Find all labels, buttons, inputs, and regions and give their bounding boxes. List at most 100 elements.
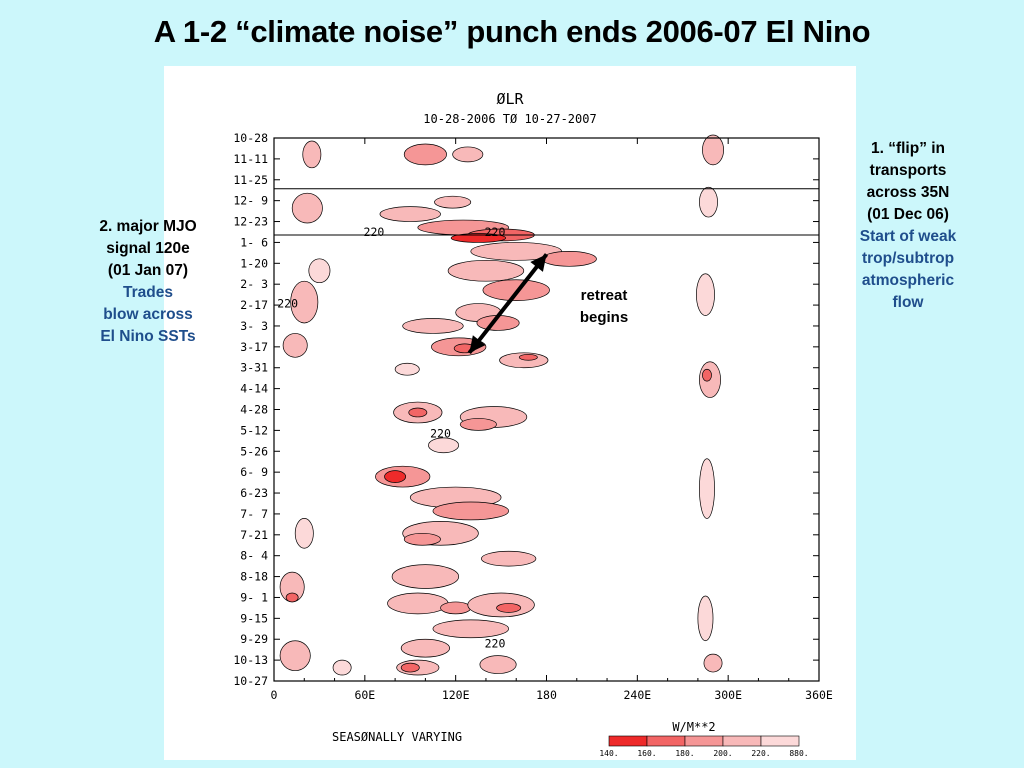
y-tick-label-4: 12-23 [233,215,268,229]
olr-blob-1 [291,192,323,224]
olr-blob-5 [379,206,441,222]
callout-mjo-line-3: (01 Jan 07) [107,262,189,279]
olr-blob-58 [703,653,723,673]
callout-flip-line-8: flow [892,294,924,311]
olr-blob-50 [332,659,352,676]
y-tick-label-5: 1- 6 [240,235,268,249]
olr-blob-27 [459,418,497,431]
y-tick-label-3: 12- 9 [233,194,268,208]
axis-ticks: 10-28 11-11 11-25 12- 9 12-23 1- 6 1-20 2- 3 2-1… [233,131,833,702]
legend-label-3: 200. [713,749,732,758]
chart-frame [273,137,820,682]
olr-blob-44 [400,662,420,673]
y-tick-label-7: 2- 3 [240,277,268,291]
chart-title: ØLR [496,90,524,108]
retreat-note-line-1: retreat [580,287,628,304]
olr-blob-4 [434,195,472,209]
y-tick-label-1: 11-11 [233,152,268,166]
olr-blob-37 [387,592,449,615]
y-tick-label-2: 11-25 [233,173,268,187]
seasonally-varying-label: SEASØNALLY VARYING [332,730,462,744]
retreat-note: retreat begins [566,285,642,329]
olr-blob-8 [450,233,506,243]
olr-chart: 10-28 11-11 11-25 12- 9 12-23 1- 6 1-20 2- 3 2-1… [233,90,833,758]
legend-swatch-1 [646,735,686,747]
y-tick-label-14: 5-12 [240,423,268,437]
legend-label-1: 160. [637,749,656,758]
y-tick-label-19: 7-21 [240,528,268,542]
olr-blob-45 [479,655,517,674]
legend-label-4: 220. [751,749,770,758]
olr-blob-53 [696,273,715,316]
x-tick-label-5: 300E [714,688,742,702]
retreat-arrow-shaft [467,253,549,355]
retreat-arrow-head [469,335,486,353]
retreat-arrow-tail-head [530,254,547,272]
callout-flip-line-6: trop/subtrop [861,250,955,267]
callout-mjo-line-5: blow across [103,306,193,323]
legend: W/M**2 140. 160. 180. 200. 220. 880. [599,720,808,758]
callout-mjo-line-1: 2. major MJO [99,218,197,235]
olr-blob-22 [308,258,331,284]
y-tick-label-8: 2-17 [240,298,268,312]
olr-blob-36 [391,564,460,589]
y-tick-label-20: 8- 4 [240,549,268,563]
callout-mjo-line-2: signal 120e [106,240,190,257]
y-tick-label-0: 10-28 [233,131,268,145]
y-tick-label-17: 6-23 [240,486,268,500]
olr-blob-42 [400,638,450,658]
x-tick-label-1: 60E [354,688,375,702]
olr-blob-23 [394,362,420,376]
x-tick-label-4: 240E [623,688,651,702]
y-tick-label-12: 4-14 [240,382,268,396]
annotations [467,253,549,355]
y-tick-label-6: 1-20 [240,256,268,270]
olr-blob-41 [432,619,510,639]
y-tick-label-23: 9-15 [240,611,268,625]
olr-blob-25 [408,407,428,418]
olr-blob-38 [440,601,472,615]
y-tick-label-22: 9- 1 [240,590,268,604]
y-tick-label-10: 3-17 [240,340,268,354]
olr-blob-57 [697,595,714,642]
y-tick-label-18: 7- 7 [240,507,268,521]
retreat-note-line-2: begins [579,309,629,326]
y-tick-label-9: 3- 3 [240,319,268,333]
contour-label-0: 220 [364,225,385,239]
x-tick-label-2: 120E [442,688,470,702]
legend-end-label: 880. [789,749,808,758]
callout-flip-line-1: 1. “flip” in [870,140,946,157]
callout-flip-line-4: (01 Dec 06) [867,206,949,223]
contour-label-4: 220 [485,637,506,651]
callout-mjo-line-4: Trades [123,284,173,301]
y-tick-label-13: 4-28 [240,403,268,417]
olr-blob-34 [403,532,441,546]
olr-blob-3 [452,146,484,163]
olr-blob-0 [302,140,322,169]
callout-mjo: 2. major MJO signal 120e (01 Jan 07) Tra… [78,216,218,348]
x-tick-label-0: 0 [271,688,278,702]
y-tick-label-15: 5-26 [240,444,268,458]
olr-blob-55 [702,368,712,382]
olr-blob-56 [699,458,715,519]
olr-anomaly-layer [279,134,724,676]
olr-blob-28 [428,437,460,454]
olr-blob-49 [279,640,311,671]
contour-labels: 220 220 220 220 220 [277,225,505,651]
olr-blob-2 [403,143,447,166]
legend-swatch-4 [760,735,800,747]
y-tick-label-26: 10-27 [233,674,268,688]
contour-label-3: 220 [430,426,451,440]
olr-blob-19 [518,353,538,361]
callout-flip-line-3: across 35N [866,184,950,201]
olr-blob-30 [384,470,407,483]
olr-blob-20 [290,280,319,324]
y-tick-label-11: 3-31 [240,361,268,375]
legend-title: W/M**2 [672,720,715,734]
chart-subtitle: 10-28-2006 TØ 10-27-2007 [423,112,596,126]
legend-swatch-3 [722,735,762,747]
y-tick-label-16: 6- 9 [240,465,268,479]
callout-flip-line-7: atmospheric [861,272,955,289]
y-tick-label-21: 8-18 [240,570,268,584]
legend-swatch-0 [608,735,648,747]
